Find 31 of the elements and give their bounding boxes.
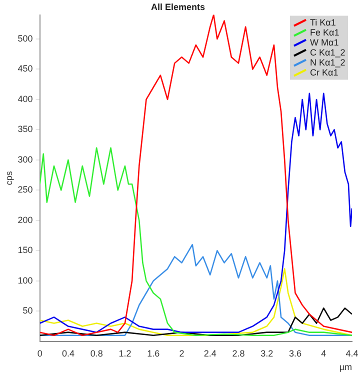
legend-label: Fe Kα1 <box>310 27 340 38</box>
legend-label: C Kα1_2 <box>310 47 346 58</box>
x-tick-label: 0 <box>37 348 42 358</box>
y-axis-title: cps <box>4 170 14 186</box>
x-tick-label: 2 <box>179 348 184 358</box>
y-tick-label: 200 <box>18 214 33 225</box>
x-axis-title: µm <box>339 362 352 372</box>
x-tick-label: 0.8 <box>90 348 103 358</box>
y-tick-label: 500 <box>18 33 33 44</box>
y-tick-label: 100 <box>18 275 33 286</box>
y-tick-label: 50 <box>22 306 33 316</box>
legend-label: N Kα1_2 <box>310 57 346 68</box>
x-tick-label: 2.4 <box>204 348 216 358</box>
legend-label: W Mα1 <box>310 37 339 48</box>
x-tick-label: 3.6 <box>288 348 302 358</box>
y-tick-label: 300 <box>18 154 33 164</box>
legend-label: Ti Kα1 <box>310 17 336 28</box>
x-tick-label: 1.6 <box>147 348 160 358</box>
x-tick-label: 4 <box>321 348 326 358</box>
y-tick-label: 400 <box>18 94 33 104</box>
y-tick-label: 150 <box>18 245 33 256</box>
x-tick-label: 4.4 <box>346 348 358 358</box>
y-tick-label: 450 <box>18 64 33 74</box>
x-tick-label: 0.4 <box>62 348 74 358</box>
x-tick-label: 2.8 <box>232 348 245 358</box>
legend-label: Cr Kα1 <box>310 67 338 78</box>
y-tick-label: 350 <box>18 124 33 134</box>
chart-title: All Elements <box>150 2 206 12</box>
x-tick-label: 1.2 <box>118 348 132 358</box>
y-tick-label: 250 <box>18 184 33 195</box>
x-tick-label: 3.2 <box>260 348 274 358</box>
